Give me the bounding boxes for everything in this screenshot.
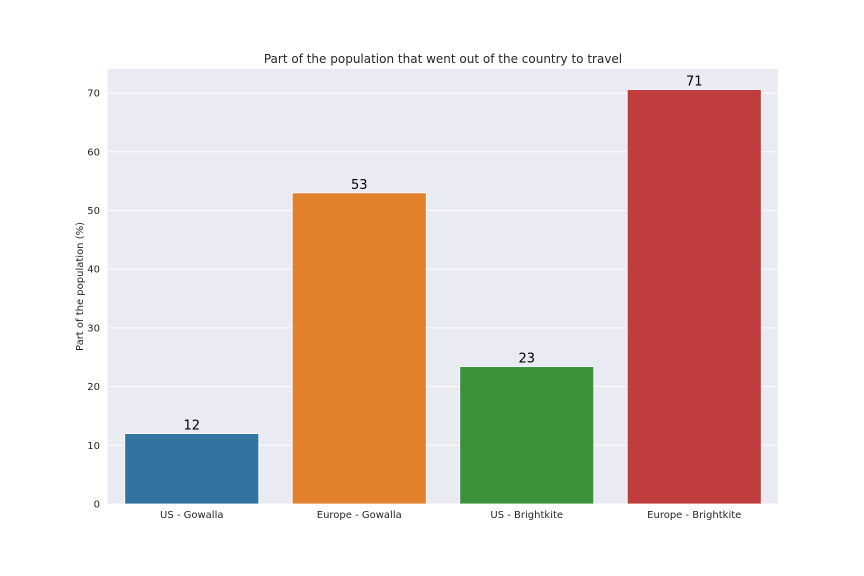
y-axis-title: Part of the population (%) <box>75 222 86 351</box>
bar <box>124 433 260 505</box>
y-tick-label: 0 <box>94 500 100 511</box>
bar-value-label: 12 <box>183 419 200 434</box>
x-tick-label: US - Gowalla <box>160 510 224 521</box>
bars <box>124 89 762 505</box>
y-axis-ticks: 0 10 20 30 40 50 60 70 <box>87 89 100 511</box>
y-tick-label: 50 <box>87 206 100 217</box>
x-tick-label: US - Brightkite <box>490 510 563 521</box>
bar-value-label: 23 <box>518 352 535 367</box>
x-axis-ticks: US - Gowalla Europe - Gowalla US - Brightk… <box>160 510 741 521</box>
bar-value-label: 53 <box>351 178 368 193</box>
y-tick-label: 10 <box>87 441 100 452</box>
y-tick-label: 70 <box>87 89 100 100</box>
bar <box>626 89 762 505</box>
bar <box>459 366 595 505</box>
chart-title: Part of the population that went out of … <box>264 52 622 66</box>
data-labels: 12 53 23 71 <box>183 75 702 434</box>
bar-value-label: 71 <box>686 75 703 90</box>
bar <box>291 192 427 505</box>
x-tick-label: Europe - Gowalla <box>317 510 402 521</box>
y-tick-label: 60 <box>87 147 100 158</box>
y-tick-label: 40 <box>87 265 100 276</box>
x-tick-label: Europe - Brightkite <box>647 510 741 521</box>
y-tick-label: 20 <box>87 382 100 393</box>
y-tick-label: 30 <box>87 323 100 334</box>
